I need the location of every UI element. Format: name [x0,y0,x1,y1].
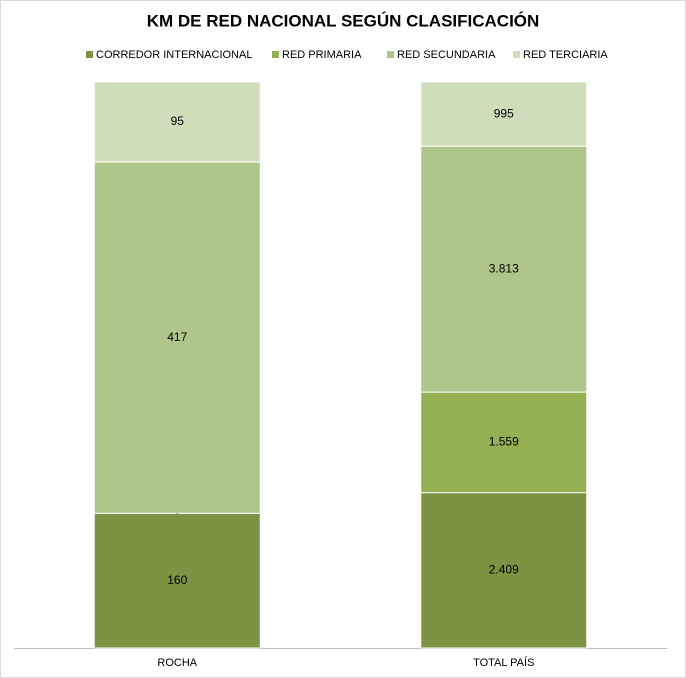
legend-swatch [387,51,394,58]
data-label: 95 [171,114,185,128]
legend-label: CORREDOR INTERNACIONAL [96,49,252,61]
legend-label: RED PRIMARIA [282,49,362,61]
data-label: 2.409 [489,562,519,576]
legend-swatch [86,51,93,58]
data-label: 3.813 [489,261,519,275]
x-tick-label: ROCHA [157,657,197,669]
legend-label: RED SECUNDARIA [397,49,496,61]
data-label: 417 [167,330,187,344]
bar-segment [420,145,588,393]
legend-swatch [272,51,279,58]
bar-segment [420,391,588,494]
data-label: 1.559 [489,435,519,449]
bar-segment [93,81,261,163]
bar-segment [93,512,261,649]
bar-segment [420,81,588,147]
x-tick-label: TOTAL PAÍS [473,656,534,669]
bar-segment [420,492,588,649]
data-label: 160 [167,573,187,587]
legend-swatch [513,51,520,58]
legend-label: RED TERCIARIA [523,49,608,61]
data-label: 995 [494,106,514,120]
chart-title: KM DE RED NACIONAL SEGÚN CLASIFICACIÓN [147,11,540,30]
